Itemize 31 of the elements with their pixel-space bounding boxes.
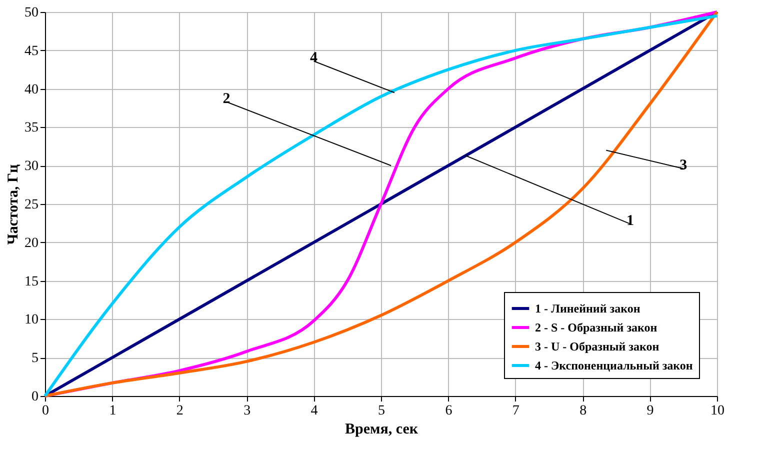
legend-label: 2 - S - Образный закон [535,320,658,334]
x-tick-label: 10 [710,404,724,418]
y-tick-label: 50 [24,6,38,20]
y-tick-label: 15 [24,274,38,290]
x-tick-label: 2 [176,404,184,418]
annotation: 4 [310,50,318,66]
x-tick-label: 9 [646,404,654,418]
legend-label: 4 - Экспоненциальный закон [535,358,693,372]
annotation: 3 [680,158,688,174]
legend-label: 3 - U - Образный закон [535,340,660,354]
x-axis-title: Время, сек [345,422,418,438]
y-tick-label: 20 [24,236,38,251]
x-tick-label: 6 [445,404,452,418]
x-tick-label: 4 [310,404,318,418]
x-tick-label: 8 [580,404,587,418]
x-tick-label: 5 [378,404,385,418]
x-tick-label: 7 [512,404,520,418]
y-tick-label: 40 [24,82,38,98]
y-tick-label: 0 [32,390,38,404]
x-tick-label: 0 [42,404,49,418]
x-tick-label: 3 [244,404,251,418]
y-tick-label: 10 [24,312,38,328]
y-axis-title: Частота, Гц [6,164,22,245]
y-tick-label: 45 [24,44,38,59]
legend-label: 1 - Линейний закон [535,302,640,316]
y-tick-label: 25 [24,198,38,212]
y-tick-label: 30 [24,159,38,174]
x-tick-label: 1 [109,404,116,418]
annotation: 1 [626,212,634,229]
y-tick-label: 35 [24,120,38,136]
y-tick-label: 5 [32,351,38,366]
